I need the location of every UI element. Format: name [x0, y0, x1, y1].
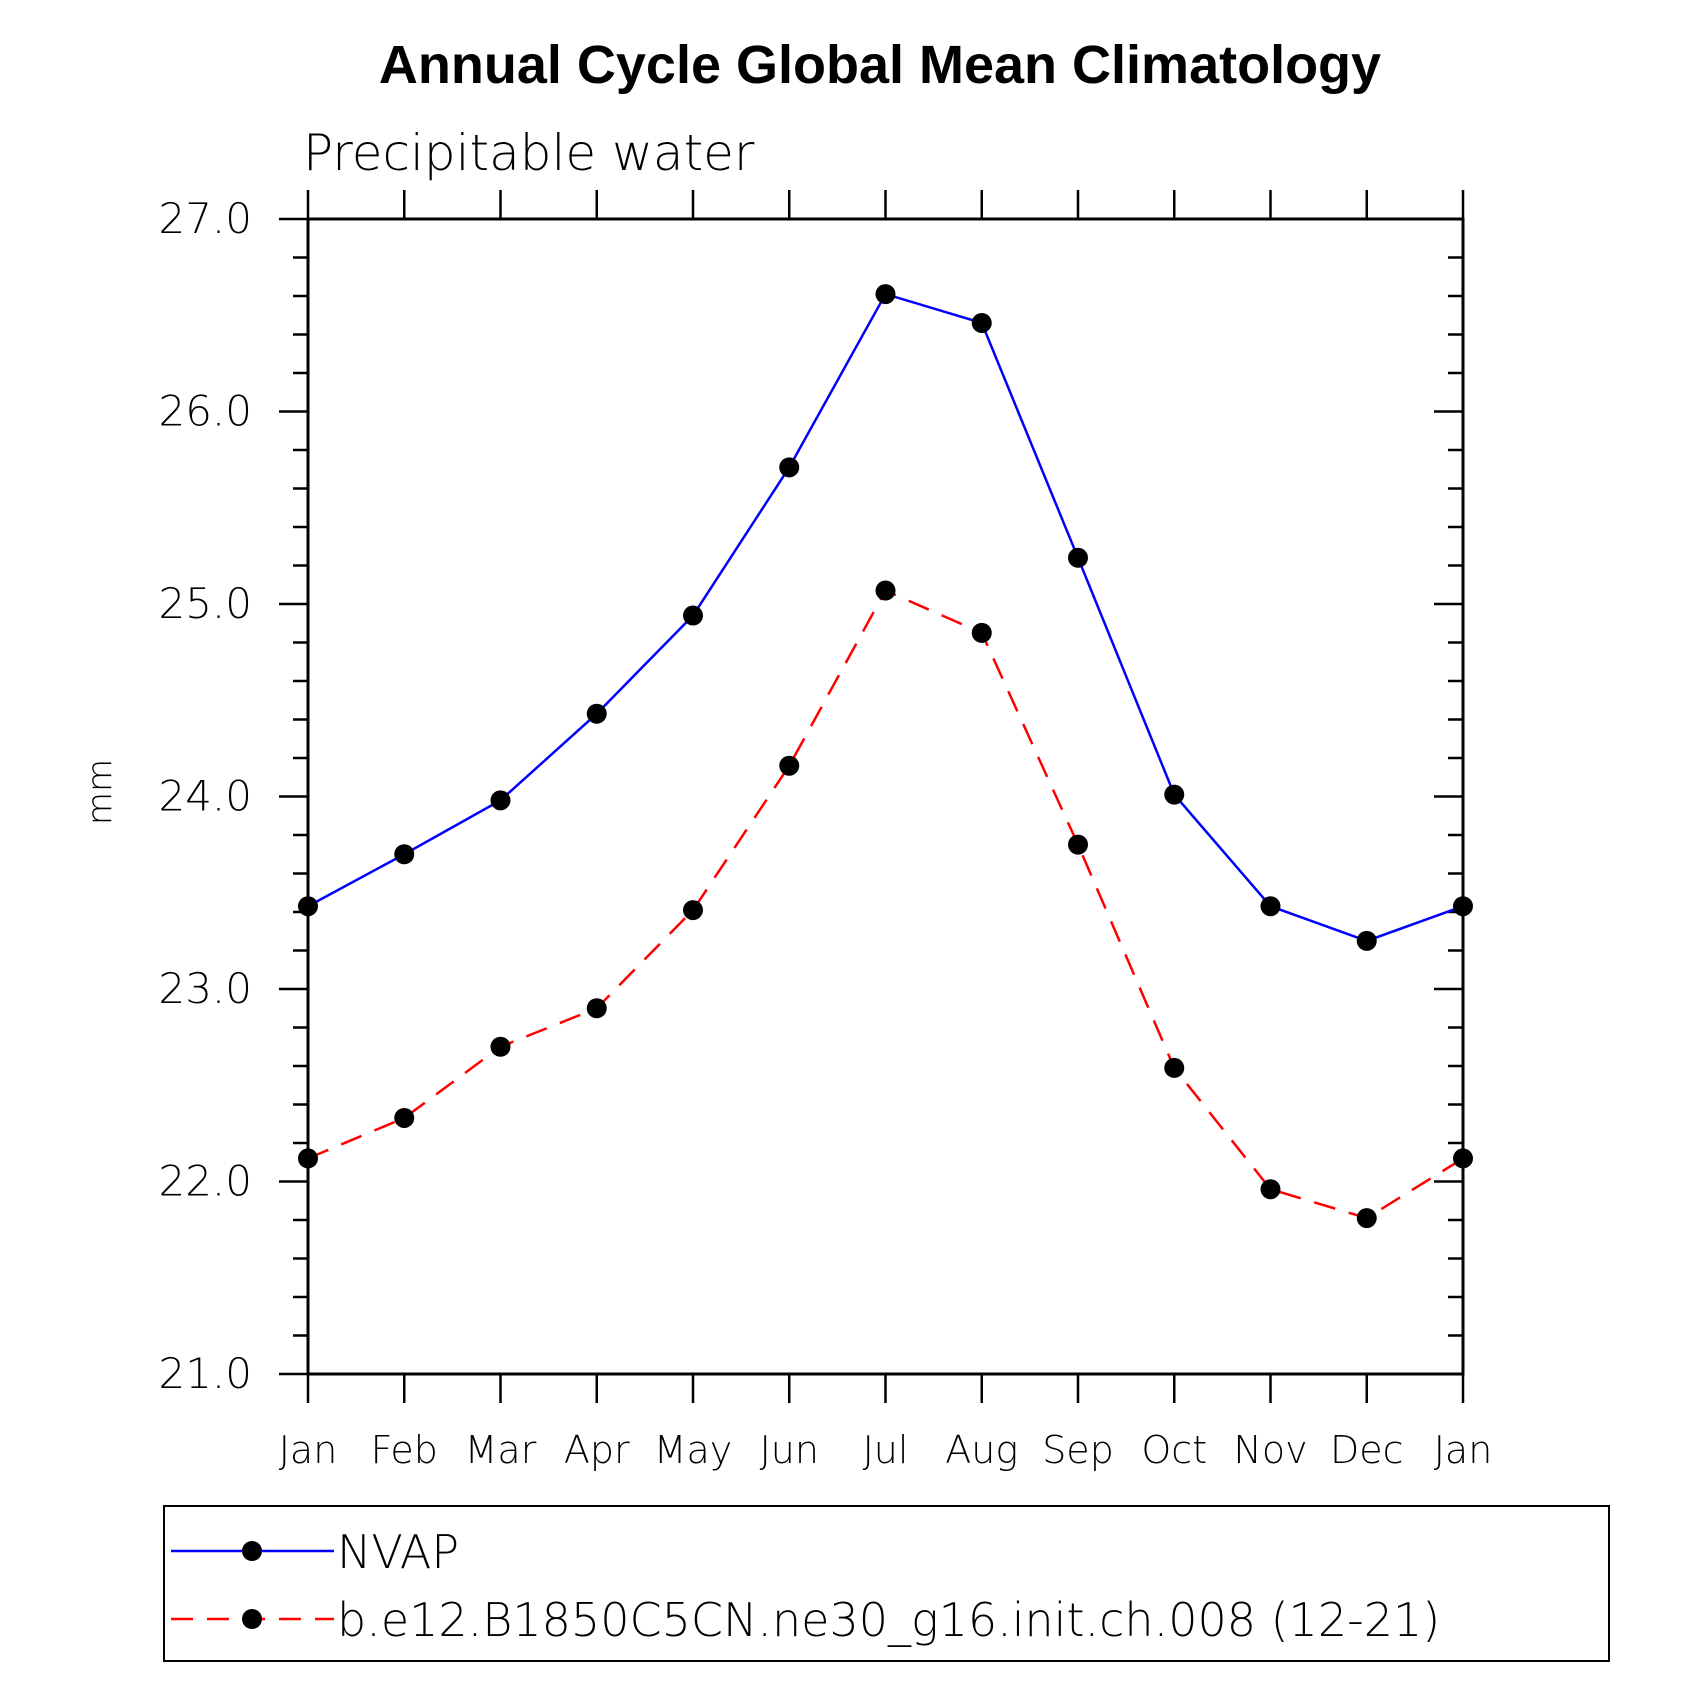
x-tick-label: Jun	[760, 1428, 819, 1472]
legend-marker	[242, 1609, 262, 1629]
data-point	[1356, 930, 1377, 951]
data-point	[1164, 1057, 1185, 1078]
data-point	[1068, 834, 1088, 855]
series-layer	[298, 284, 1473, 1229]
x-tick-label: Jan	[1434, 1428, 1493, 1472]
chart-subtitle: Precipitable water	[303, 124, 755, 182]
data-point	[971, 622, 992, 643]
data-point	[875, 284, 896, 305]
data-point	[971, 312, 992, 333]
x-tick-label: Jul	[863, 1428, 909, 1472]
x-tick-label: Mar	[465, 1428, 537, 1472]
data-point	[875, 580, 896, 601]
x-tick-label: Aug	[945, 1428, 1018, 1472]
data-point	[394, 1107, 415, 1128]
x-tick-label: Dec	[1330, 1428, 1404, 1472]
x-tick-label: Apr	[564, 1428, 630, 1472]
x-tick-label: Nov	[1233, 1428, 1307, 1472]
data-point	[586, 998, 607, 1019]
legend-marker	[242, 1541, 262, 1561]
x-tick-label: Jan	[279, 1428, 338, 1472]
axis-ticks	[279, 190, 1465, 1403]
tick-labels: Jan Feb Mar Apr May Jun Jul Aug Sep Oct Nov Dec Jan 2…	[158, 194, 1492, 1472]
data-point	[779, 755, 800, 776]
y-tick-label: 22.0	[158, 1157, 252, 1206]
data-point	[1260, 1179, 1281, 1200]
x-tick-label: Oct	[1141, 1428, 1207, 1472]
data-point	[586, 703, 607, 724]
data-point	[298, 896, 318, 917]
legend-label: NVAP	[337, 1525, 459, 1579]
legend-label: b.e12.B1850C5CN.ne30_g16.init.ch.008 (12…	[337, 1593, 1440, 1647]
data-point	[490, 1036, 511, 1057]
data-point	[1453, 896, 1473, 917]
plot-frame	[306, 217, 1465, 1376]
chart-title: Annual Cycle Global Mean Climatology	[379, 35, 1381, 95]
legend-box	[163, 1505, 1610, 1662]
y-tick-label: 24.0	[158, 772, 252, 821]
y-tick-label: 21.0	[158, 1349, 252, 1398]
x-tick-label: Sep	[1042, 1428, 1114, 1472]
data-point	[394, 844, 415, 865]
series-line	[307, 588, 1464, 1220]
x-tick-label: May	[654, 1428, 733, 1472]
data-point	[683, 900, 703, 921]
y-tick-label: 25.0	[158, 579, 252, 628]
data-point	[490, 790, 511, 811]
y-tick-label: 27.0	[158, 194, 252, 243]
y-axis-label: mm	[80, 759, 120, 825]
y-tick-label: 26.0	[158, 387, 252, 436]
data-point	[1453, 1148, 1473, 1169]
data-point	[1068, 547, 1088, 568]
data-point	[1260, 896, 1281, 917]
data-point	[1164, 784, 1185, 805]
legend: NVAP b.e12.B1850C5CN.ne30_g16.init.ch.008…	[163, 1505, 1610, 1662]
x-tick-label: Feb	[371, 1428, 438, 1472]
data-point	[683, 605, 703, 626]
data-point	[779, 457, 800, 478]
data-point	[1356, 1208, 1377, 1229]
series-line	[307, 292, 1464, 943]
y-tick-label: 23.0	[158, 964, 252, 1013]
data-point	[298, 1148, 318, 1169]
